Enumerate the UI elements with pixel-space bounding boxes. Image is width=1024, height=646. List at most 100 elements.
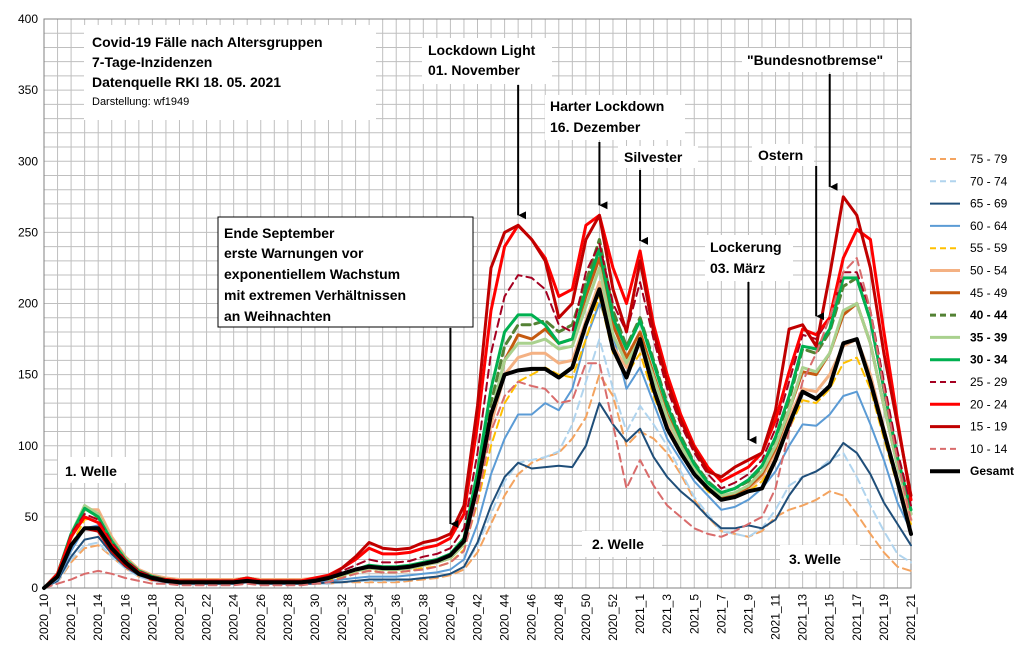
x-tick-label: 2020_46 — [525, 594, 539, 641]
y-tick-label: 150 — [18, 368, 38, 382]
wave-label-3: 3. Welle — [780, 545, 860, 571]
y-tick-label: 300 — [18, 154, 38, 168]
legend-label: 35 - 39 — [970, 330, 1008, 344]
x-tick-label: 2021_21 — [904, 594, 918, 641]
annotation-ende-september-line-5: an Weihnachten — [224, 308, 331, 324]
wave-label-2-text: 2. Welle — [592, 536, 644, 552]
annotation-ostern: Ostern — [752, 144, 814, 166]
legend-label: 10 - 14 — [970, 442, 1008, 456]
x-tick-label: 2020_22 — [200, 594, 214, 641]
annotation-harter-lockdown-line-1: Harter Lockdown — [550, 98, 664, 114]
annotation-bundesnotbremse: "Bundesnotbremse" — [742, 48, 897, 72]
title-line-3: Datenquelle RKI 18. 05. 2021 — [92, 74, 281, 90]
y-tick-label: 350 — [18, 83, 38, 97]
legend-label: 60 - 64 — [970, 219, 1008, 233]
legend-label: 15 - 19 — [970, 420, 1008, 434]
y-tick-label: 400 — [18, 12, 38, 26]
annotation-arrows — [449, 74, 838, 528]
x-tick-label: 2021_13 — [796, 594, 810, 641]
annotation-ende-september: Ende September erste Warnungen vor expon… — [217, 216, 474, 328]
x-tick-label: 2020_14 — [91, 594, 105, 641]
legend-label: 50 - 54 — [970, 264, 1008, 278]
annotation-bundesnotbremse-line-1: "Bundesnotbremse" — [747, 52, 883, 68]
title-line-2: 7-Tage-Inzidenzen — [92, 54, 212, 70]
x-tick-label: 2020_40 — [443, 594, 457, 641]
annotation-lockerung: Lockerung 03. März — [705, 235, 793, 281]
y-tick-label: 250 — [18, 225, 38, 239]
x-tick-label: 2020_52 — [606, 594, 620, 641]
series-line — [43, 242, 912, 589]
x-tick-label: 2020_48 — [552, 594, 566, 641]
x-tick-label: 2020_24 — [227, 594, 241, 641]
x-tick-label: 2020_18 — [145, 594, 159, 641]
x-tick-label: 2020_26 — [254, 594, 268, 641]
series-line — [43, 338, 912, 589]
annotation-ende-september-line-3: exponentiellem Wachstum — [224, 266, 400, 282]
subtitle: Darstellung: wf1949 — [92, 96, 189, 108]
x-tick-label: 2021_5 — [687, 594, 701, 634]
x-axis: 2020_10 2020_12 2020_14 2020_16 2020_18 2020_… — [37, 594, 918, 641]
annotation-harter-lockdown: Harter Lockdown 16. Dezember — [545, 95, 685, 140]
x-tick-label: 2020_16 — [118, 594, 132, 641]
annotation-silvester-line-1: Silvester — [624, 149, 683, 165]
x-tick-label: 2021_19 — [877, 594, 891, 641]
annotation-lockdown-light: Lockdown Light 01. November — [422, 38, 552, 84]
annotation-lockdown-light-line-1: Lockdown Light — [428, 42, 536, 58]
x-tick-label: 2020_36 — [389, 594, 403, 641]
x-tick-label: 2020_28 — [281, 594, 295, 641]
y-tick-label: 50 — [25, 510, 39, 524]
legend-label: 70 - 74 — [970, 174, 1008, 188]
x-tick-label: 2020_42 — [471, 594, 485, 641]
x-tick-label: 2020_12 — [64, 594, 78, 641]
series-line — [43, 257, 912, 589]
annotation-lockdown-light-line-2: 01. November — [428, 62, 520, 78]
x-tick-label: 2020_10 — [37, 594, 51, 641]
x-tick-label: 2020_34 — [362, 594, 376, 641]
wave-label-1-text: 1. Welle — [65, 463, 117, 479]
title-box-bg — [84, 25, 376, 120]
plot-border — [43, 18, 912, 589]
title-line-1: Covid-19 Fälle nach Altersgruppen — [92, 34, 323, 50]
legend-label: 45 - 49 — [970, 286, 1008, 300]
y-tick-label: 100 — [18, 439, 38, 453]
x-tick-label: 2021_9 — [741, 594, 755, 634]
legend-label: 30 - 34 — [970, 353, 1008, 367]
wave-label-2: 2. Welle — [582, 531, 662, 557]
legend-label: 20 - 24 — [970, 397, 1008, 411]
wave-label-3-text: 3. Welle — [789, 551, 841, 567]
annotation-lockerung-line-2: 03. März — [710, 260, 765, 276]
y-axis: 0 50 100 150 200 250 300 350 400 — [18, 12, 38, 595]
annotation-silvester: Silvester — [618, 146, 698, 168]
annotation-lockerung-line-1: Lockerung — [710, 239, 782, 255]
legend-label: 25 - 29 — [970, 375, 1008, 389]
annotation-ostern-line-1: Ostern — [758, 147, 803, 163]
x-tick-label: 2020_38 — [416, 594, 430, 641]
x-tick-label: 2020_50 — [579, 594, 593, 641]
x-tick-label: 2021_17 — [850, 594, 864, 641]
legend: 75 - 79 70 - 74 65 - 69 60 - 64 55 - 59 50 - … — [930, 152, 1014, 478]
legend-label: 55 - 59 — [970, 241, 1008, 255]
wave-label-1: 1. Welle — [58, 457, 138, 483]
series-lines — [42, 195, 913, 590]
x-tick-label: 2020_20 — [172, 594, 186, 641]
x-tick-label: 2021_15 — [823, 594, 837, 641]
y-tick-label: 200 — [18, 297, 38, 311]
legend-label: Gesamt — [970, 464, 1014, 478]
x-tick-label: 2021_7 — [714, 594, 728, 634]
legend-label: 65 - 69 — [970, 197, 1008, 211]
title-box: Covid-19 Fälle nach Altersgruppen 7-Tage… — [84, 25, 376, 120]
series-line — [42, 287, 913, 590]
x-tick-label: 2020_44 — [498, 594, 512, 641]
x-tick-label: 2020_30 — [308, 594, 322, 641]
annotation-ende-september-line-1: Ende September — [224, 225, 335, 241]
legend-label: 40 - 44 — [970, 308, 1008, 322]
x-tick-label: 2021_3 — [660, 594, 674, 634]
x-tick-label: 2021_11 — [769, 594, 783, 640]
annotation-ende-september-line-4: mit extremen Verhältnissen — [224, 287, 406, 303]
annotation-ende-september-line-2: erste Warnungen vor — [224, 245, 364, 261]
legend-label: 75 - 79 — [970, 152, 1008, 166]
y-tick-label: 0 — [31, 581, 38, 595]
x-tick-label: 2021_1 — [633, 594, 647, 634]
annotation-harter-lockdown-line-2: 16. Dezember — [550, 119, 641, 135]
